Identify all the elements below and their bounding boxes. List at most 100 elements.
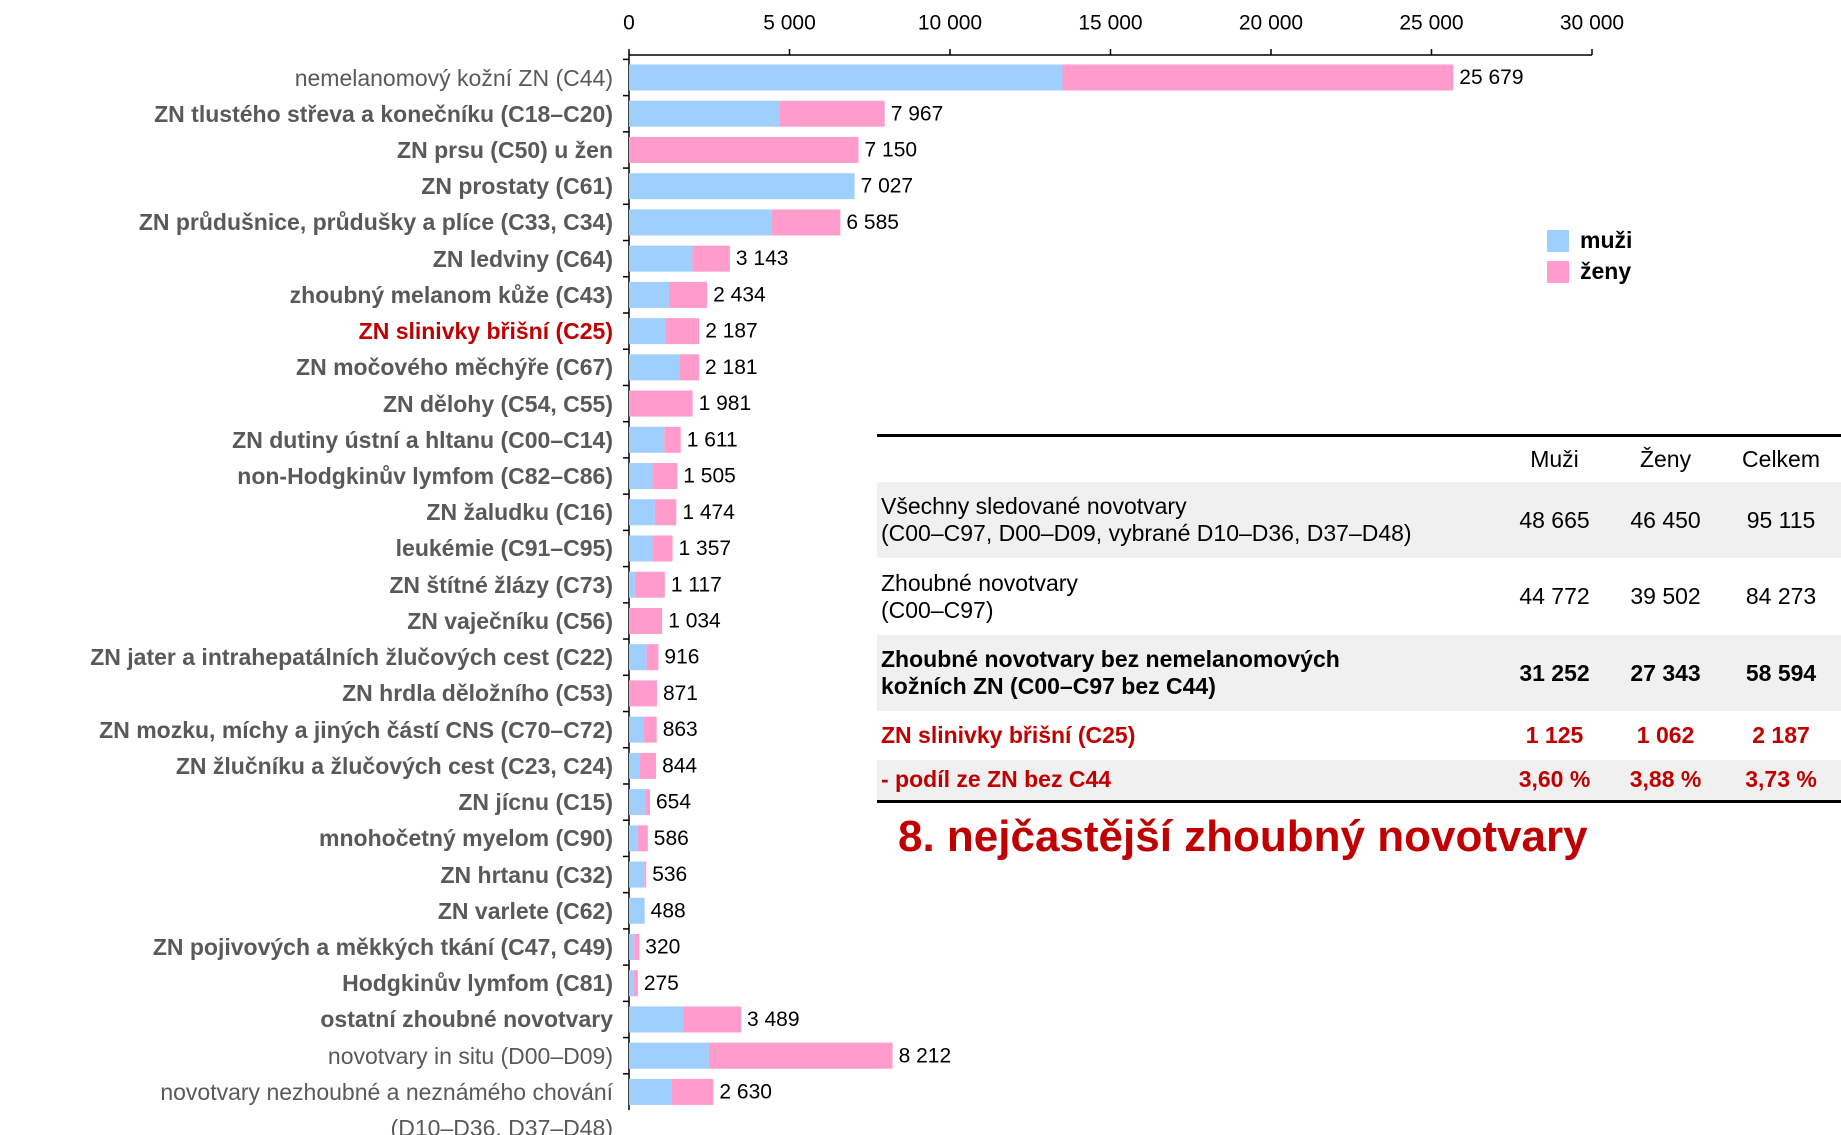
bar-segment: [645, 789, 650, 816]
total-label: 6 585: [846, 211, 899, 234]
category-label: non-Hodgkinův lymfom (C82–C86): [237, 463, 613, 490]
bar-segment: [629, 934, 635, 961]
bar-segment: [629, 571, 635, 598]
total-label: 25 679: [1459, 66, 1523, 89]
cell: 84 273: [1745, 583, 1817, 609]
total-label: 871: [663, 682, 698, 705]
total-label: 1 981: [699, 392, 752, 415]
total-label: 320: [645, 936, 680, 959]
bar-segment: [634, 934, 640, 961]
bar-segment: [629, 752, 640, 779]
table-row: Zhoubné novotvary bez nemelanomových kož…: [877, 635, 1841, 711]
bar-segment: [629, 825, 638, 852]
column-header: Ženy: [1639, 446, 1692, 472]
bar-segment: [644, 861, 647, 888]
category-label: ZN prsu (C50) u žen: [397, 136, 613, 163]
row-label: ZN slinivky břišní (C25): [881, 722, 1136, 748]
total-label: 916: [664, 646, 699, 669]
total-label: 7 967: [891, 102, 944, 125]
column-header: Celkem: [1742, 446, 1821, 472]
bar-segment: [629, 136, 859, 163]
summary-table: Muži Ženy Celkem Všechny sledované novotvar…: [877, 434, 1841, 803]
header-blank: [877, 436, 1499, 483]
category-label: ZN vaječníku (C56): [407, 607, 613, 634]
cell: 46 450: [1630, 506, 1701, 533]
total-label: 863: [663, 718, 698, 741]
category-label: ZN dutiny ústní a hltanu (C00–C14): [232, 426, 613, 453]
cell: 1 125: [1525, 722, 1584, 748]
total-label: 1 505: [683, 465, 736, 488]
total-label: 586: [654, 827, 689, 850]
bar-segment: [629, 535, 653, 562]
table-row: - podíl ze ZN bez C44 3,60 % 3,88 % 3,73 %: [877, 760, 1841, 801]
legend-swatch: [1547, 261, 1569, 283]
annotation: 8. nejčastější zhoubný novotvary: [898, 812, 1588, 861]
cell: 1 062: [1636, 722, 1695, 748]
category-label: nemelanomový kožní ZN (C44): [294, 64, 613, 91]
cell: 27 343: [1630, 659, 1701, 686]
bar-segment: [708, 1042, 893, 1069]
x-tick-label: 0: [623, 12, 635, 35]
category-label: ZN žlučníku a žlučových cest (C23, C24): [175, 752, 613, 779]
category-label: ZN slinivky břišní (C25): [358, 318, 613, 345]
bar-segment: [629, 716, 644, 743]
row-label: - podíl ze ZN bez C44: [881, 766, 1112, 793]
x-tick-label: 15 000: [1078, 12, 1142, 35]
category-label: ZN štítné žlázy (C73): [389, 571, 613, 598]
bar-segment: [629, 1078, 672, 1105]
bar-segment: [629, 100, 780, 127]
total-label: 3 489: [747, 1008, 800, 1031]
total-label: 2 181: [705, 356, 758, 379]
bar-segment: [652, 535, 673, 562]
x-tick-label: 5 000: [763, 12, 816, 35]
bar-segment: [646, 644, 659, 671]
total-label: 1 474: [682, 501, 735, 524]
bar-segment: [665, 318, 700, 345]
row-label: Zhoubné novotvary (C00–C97): [881, 569, 1078, 623]
category-label: ZN jícnu (C15): [458, 789, 613, 816]
category-label: zhoubný melanom kůže (C43): [289, 281, 613, 308]
category-label: ZN ledviny (C64): [432, 245, 613, 272]
bar-segment: [771, 209, 841, 236]
bar-segment: [1062, 64, 1454, 91]
cell: 48 665: [1519, 506, 1590, 533]
category-label: novotvary in situ (D00–D09): [327, 1042, 613, 1069]
bar-segment: [633, 970, 638, 997]
bar-segment: [629, 861, 645, 888]
x-tick-label: 25 000: [1399, 12, 1463, 35]
bar-segment: [637, 825, 648, 852]
bar-segment: [629, 1006, 684, 1033]
legend-label: ženy: [1580, 258, 1631, 284]
bar-segment: [629, 245, 693, 272]
cell: 39 502: [1630, 583, 1701, 609]
category-label: leukémie (C91–C95): [395, 535, 613, 562]
bar-segment: [629, 970, 634, 997]
cell: 31 252: [1519, 659, 1590, 686]
bar-segment: [629, 644, 647, 671]
category-label: mnohočetný myelom (C90): [319, 825, 613, 852]
bar-segment: [629, 64, 1063, 91]
bar-segment: [629, 607, 663, 634]
total-label: 2 187: [705, 320, 758, 343]
bar-segment: [629, 390, 693, 417]
bar-segment: [779, 100, 885, 127]
category-label: ZN jater a intrahepatálních žlučových ce…: [90, 644, 613, 671]
total-label: 488: [651, 899, 686, 922]
bar-segment: [634, 571, 665, 598]
bar-segment: [652, 463, 678, 490]
bar-segment: [629, 1042, 709, 1069]
bar-segment: [629, 173, 855, 200]
table-row: Všechny sledované novotvary (C00–C97, D0…: [877, 482, 1841, 558]
bar-segment: [654, 499, 677, 526]
table-row: ZN slinivky břišní (C25) 1 125 1 062 2 187: [877, 711, 1841, 760]
column-header: Muži: [1530, 446, 1579, 472]
cell: 3,88 %: [1629, 766, 1702, 793]
category-label: ZN mozku, míchy a jiných částí CNS (C70–…: [99, 716, 613, 743]
bar-segment: [629, 209, 772, 236]
bar-segment: [664, 426, 681, 453]
cell: 58 594: [1745, 659, 1817, 686]
bar-segment: [679, 354, 700, 381]
category-label: ZN pojivových a měkkých tkání (C47, C49): [152, 934, 613, 961]
cell: 95 115: [1746, 506, 1816, 533]
total-label: 7 150: [865, 139, 918, 162]
